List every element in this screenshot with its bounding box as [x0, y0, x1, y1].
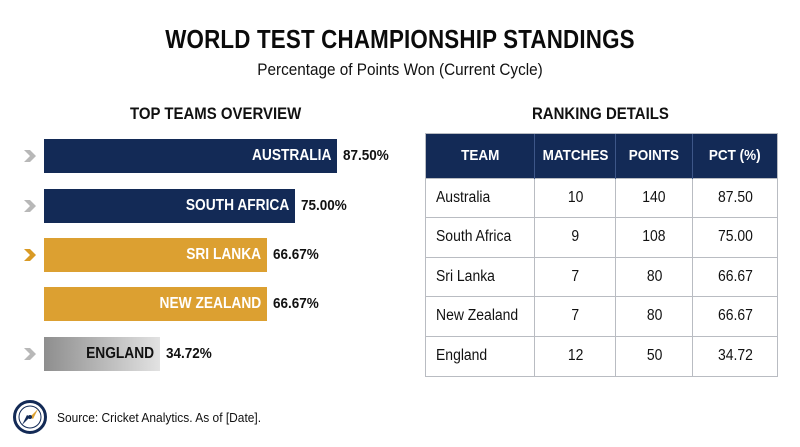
- bar-value-label: 66.67%: [273, 246, 319, 263]
- bar-value-label: 66.67%: [273, 295, 319, 312]
- header-points: POINTS: [615, 134, 694, 178]
- bar-category-label: SOUTH AFRICA: [185, 197, 289, 214]
- matches-cell: 7: [534, 256, 617, 297]
- header-matches: MATCHES: [534, 134, 617, 178]
- bar-row: SRI LANKA 66.67%: [0, 238, 420, 272]
- table-row: Australia 10 140 87.50: [426, 177, 777, 218]
- bar-row: SOUTH AFRICA 75.00%: [0, 189, 420, 223]
- bar: AUSTRALIA: [44, 139, 337, 173]
- bar-category-label: NEW ZEALAND: [159, 295, 261, 312]
- bar: ENGLAND: [44, 337, 160, 371]
- pct-cell: 75.00: [692, 217, 777, 257]
- bar-category-label: ENGLAND: [85, 345, 154, 362]
- page-subtitle: Percentage of Points Won (Current Cycle): [257, 60, 543, 79]
- header-pct: PCT (%): [692, 134, 777, 178]
- table-row: England 12 50 34.72: [426, 335, 777, 376]
- team-cell: South Africa: [426, 217, 536, 257]
- table-row: Sri Lanka 7 80 66.67: [426, 256, 777, 297]
- team-cell: Sri Lanka: [426, 256, 536, 297]
- bar-row: AUSTRALIA 87.50%: [0, 139, 420, 173]
- header-team: TEAM: [426, 134, 536, 178]
- top-teams-heading: TOP TEAMS OVERVIEW: [130, 104, 302, 123]
- ranking-table: TEAM MATCHES POINTS PCT (%) Australia 10…: [425, 133, 778, 377]
- matches-cell: 7: [534, 296, 617, 336]
- bar-row: ENGLAND 34.72%: [0, 337, 420, 371]
- pct-cell: 66.67: [692, 256, 777, 297]
- bar-value-label: 87.50%: [343, 147, 389, 164]
- points-cell: 80: [615, 256, 694, 297]
- table-row: New Zealand 7 80 66.67: [426, 296, 777, 336]
- team-cell: England: [426, 335, 536, 376]
- bar-value-label: 75.00%: [301, 197, 347, 214]
- bar: SRI LANKA: [44, 238, 267, 272]
- points-cell: 108: [615, 217, 694, 257]
- points-cell: 140: [615, 177, 694, 218]
- ranking-details-heading: RANKING DETAILS: [532, 104, 669, 123]
- bar-category-label: SRI LANKA: [186, 246, 261, 263]
- matches-cell: 9: [534, 217, 617, 257]
- table-header-row: TEAM MATCHES POINTS PCT (%): [426, 134, 777, 178]
- compass-icon: [13, 400, 47, 434]
- matches-cell: 12: [534, 335, 617, 376]
- bar-value-label: 34.72%: [166, 345, 212, 362]
- pct-cell: 87.50: [692, 177, 777, 218]
- bar: NEW ZEALAND: [44, 287, 267, 321]
- table-row: South Africa 9 108 75.00: [426, 217, 777, 257]
- source-note: Source: Cricket Analytics. As of [Date].: [57, 410, 262, 425]
- points-cell: 50: [615, 335, 694, 376]
- pct-cell: 66.67: [692, 296, 777, 336]
- bar-row: NEW ZEALAND 66.67%: [0, 287, 420, 321]
- points-cell: 80: [615, 296, 694, 336]
- pct-cell: 34.72: [692, 335, 777, 376]
- matches-cell: 10: [534, 177, 617, 218]
- team-cell: New Zealand: [426, 296, 536, 336]
- bar-category-label: AUSTRALIA: [251, 147, 331, 164]
- team-cell: Australia: [426, 177, 536, 218]
- page-title: WORLD TEST CHAMPIONSHIP STANDINGS: [165, 24, 635, 54]
- bar: SOUTH AFRICA: [44, 189, 295, 223]
